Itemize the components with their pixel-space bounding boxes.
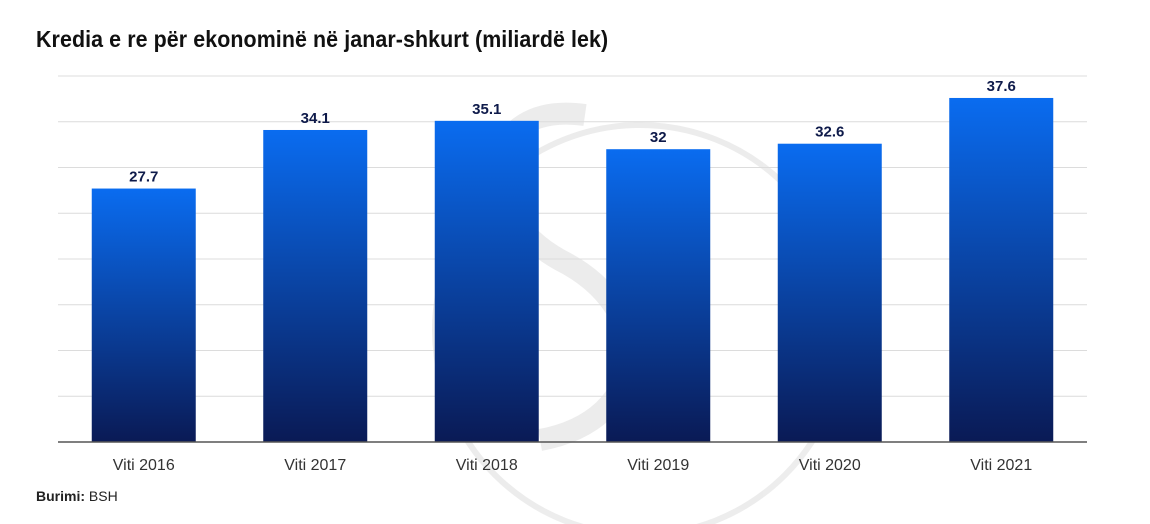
x-tick-label: Viti 2021	[970, 457, 1032, 474]
x-tick-label: Viti 2020	[799, 457, 861, 474]
bar-value-label: 27.7	[129, 169, 158, 186]
source-value: BSH	[88, 488, 118, 504]
bar-value-label: 32.6	[815, 124, 844, 141]
source-label: Burimi:	[36, 488, 85, 504]
bar	[777, 143, 882, 442]
x-tick-label: Viti 2017	[284, 457, 346, 474]
chart-title: Kredia e re për ekonominë në janar-shkur…	[36, 26, 609, 52]
bar	[434, 120, 539, 443]
bar	[263, 129, 368, 443]
bar-value-label: 32	[650, 129, 667, 146]
x-tick-label: Viti 2019	[627, 457, 689, 474]
bar-value-label: 37.6	[987, 78, 1016, 95]
bars	[91, 97, 1054, 443]
x-tick-label: Viti 2016	[113, 457, 175, 474]
bar	[949, 97, 1054, 443]
bar	[91, 188, 196, 442]
gridlines	[58, 75, 1087, 397]
x-tick-label: Viti 2018	[456, 457, 518, 474]
bar	[606, 149, 711, 442]
source-note: Burimi: BSH	[36, 488, 118, 504]
x-axis-labels: Viti 2016 Viti 2017 Viti 2018 Viti 2019 Viti…	[113, 457, 1033, 474]
bar-value-label: 34.1	[301, 110, 330, 127]
bar-value-label: 35.1	[472, 101, 501, 118]
value-labels: 27.7 34.1 35.1 32 32.6 37.6	[129, 78, 1016, 186]
